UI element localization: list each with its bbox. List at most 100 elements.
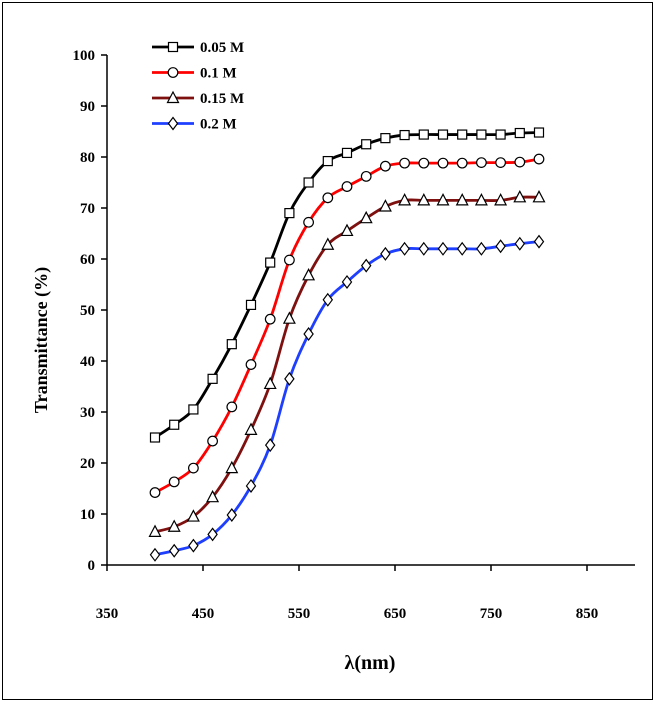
data-point xyxy=(168,543,180,558)
data-point xyxy=(245,359,257,370)
legend-marker xyxy=(167,116,179,131)
axes: 0 10 20 30 40 50 60 70 80 90 100 350 450 550 650 750 850 xyxy=(73,48,635,622)
data-point xyxy=(360,258,372,273)
x-tick-label: 650 xyxy=(384,606,407,622)
data-point xyxy=(207,435,219,447)
data-point xyxy=(225,460,239,474)
legend-label: 0.05 M xyxy=(200,40,244,56)
data-point xyxy=(456,241,468,256)
data-point xyxy=(476,129,487,140)
data-point xyxy=(303,326,314,341)
data-point xyxy=(437,241,449,256)
data-point xyxy=(149,432,161,443)
data-point xyxy=(437,157,449,169)
data-point xyxy=(494,193,508,206)
data-point xyxy=(322,155,333,167)
data-point xyxy=(245,478,257,493)
data-point xyxy=(533,234,545,249)
data-point xyxy=(302,268,316,281)
data-point xyxy=(148,524,162,537)
data-point xyxy=(149,487,161,498)
legend-label: 0.1 M xyxy=(200,66,237,82)
data-point xyxy=(533,127,545,138)
data-point xyxy=(418,129,429,140)
data-point xyxy=(188,538,199,553)
data-point xyxy=(284,371,295,386)
data-point xyxy=(207,527,218,542)
data-point xyxy=(399,241,410,256)
data-point xyxy=(476,157,487,169)
legend-entry-3: 0.15 M xyxy=(152,90,244,107)
x-tick-label: 850 xyxy=(576,606,599,622)
data-point xyxy=(437,129,449,140)
data-point xyxy=(186,509,200,522)
data-point xyxy=(341,181,353,192)
y-tick-label: 80 xyxy=(80,150,95,166)
data-point xyxy=(226,339,237,350)
x-tick-label: 450 xyxy=(192,606,215,622)
data-point xyxy=(514,156,526,168)
data-point xyxy=(514,127,525,139)
data-point xyxy=(263,376,277,390)
legend: 0.05 M 0.1 M 0.15 M 0.2 M xyxy=(152,40,244,133)
data-point xyxy=(495,157,507,169)
data-point xyxy=(457,129,468,140)
data-point xyxy=(399,129,410,141)
data-point xyxy=(265,257,276,268)
y-tick-label: 40 xyxy=(80,354,95,370)
x-tick-label: 550 xyxy=(288,606,311,622)
data-point xyxy=(284,254,295,266)
y-tick-label: 60 xyxy=(80,252,95,268)
data-point xyxy=(532,189,546,203)
data-point xyxy=(380,246,391,261)
data-point xyxy=(360,170,372,182)
data-point xyxy=(167,519,181,532)
data-point xyxy=(303,177,314,188)
data-point xyxy=(418,157,430,169)
y-tick-label: 70 xyxy=(80,201,95,217)
legend-marker xyxy=(166,90,180,104)
legend-entry-4: 0.2 M xyxy=(152,116,237,133)
data-point xyxy=(206,489,220,503)
data-point xyxy=(322,192,334,204)
data-point xyxy=(513,189,527,203)
data-point xyxy=(226,401,238,413)
y-tick-label: 0 xyxy=(88,558,96,574)
data-point xyxy=(169,419,180,430)
data-point xyxy=(245,299,257,310)
data-point xyxy=(322,292,334,307)
series-4 xyxy=(149,234,545,562)
data-point xyxy=(361,139,372,150)
legend-entry-2: 0.1 M xyxy=(152,66,237,82)
data-point xyxy=(188,404,199,415)
y-axis-title: Transmittance (%) xyxy=(31,267,52,413)
data-point xyxy=(303,216,315,228)
series-1 xyxy=(149,127,545,443)
legend-label: 0.2 M xyxy=(200,117,237,133)
x-axis-title: λ(nm) xyxy=(345,652,396,674)
data-point xyxy=(398,193,412,206)
series-layer xyxy=(148,127,546,562)
data-point xyxy=(533,153,545,165)
data-point xyxy=(340,223,354,237)
data-point xyxy=(341,274,353,289)
legend-marker xyxy=(167,41,179,53)
data-point xyxy=(149,547,161,562)
data-point xyxy=(380,160,391,172)
data-point xyxy=(187,462,199,474)
data-point xyxy=(282,311,296,324)
data-point xyxy=(418,241,430,256)
legend-label: 0.15 M xyxy=(200,91,244,107)
data-point xyxy=(264,313,276,325)
data-point xyxy=(455,193,469,206)
data-point xyxy=(359,210,373,224)
data-point xyxy=(378,199,392,212)
y-tick-label: 20 xyxy=(80,456,95,472)
data-point xyxy=(168,476,180,488)
data-point xyxy=(495,239,506,254)
legend-entry-1: 0.05 M xyxy=(152,40,244,56)
x-tick-label: 350 xyxy=(96,606,119,622)
data-point xyxy=(341,147,353,159)
